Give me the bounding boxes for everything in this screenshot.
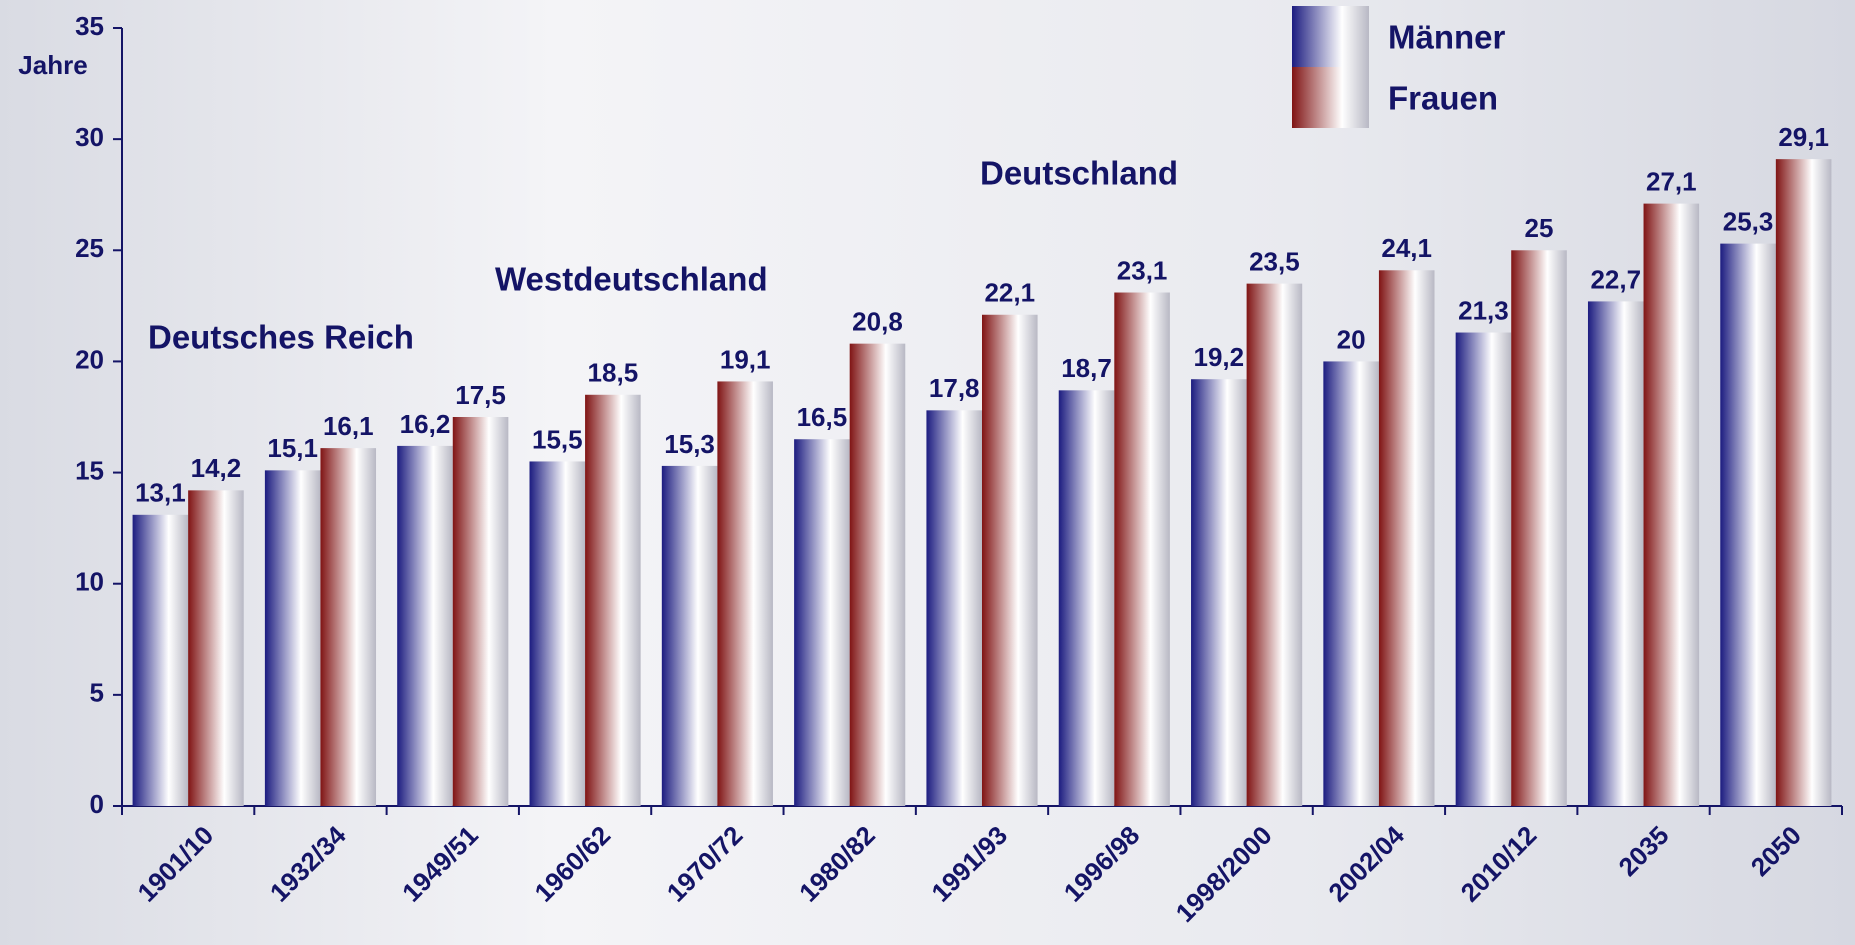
bar — [1114, 292, 1170, 806]
bar — [661, 465, 718, 806]
y-tick-label: 25 — [75, 233, 104, 263]
data-label: 17,5 — [455, 380, 506, 410]
annotation: Deutsches Reich — [148, 319, 414, 356]
bar — [529, 461, 586, 806]
data-label: 19,1 — [720, 344, 771, 374]
y-tick-label: 10 — [75, 567, 104, 597]
data-label: 13,1 — [135, 478, 186, 508]
data-label: 18,7 — [1061, 353, 1112, 383]
annotation: Deutschland — [980, 155, 1178, 192]
x-tick-label: 1901/10 — [132, 820, 220, 908]
x-tick-label: 1970/72 — [661, 820, 749, 908]
x-tick-label: 1949/51 — [396, 820, 484, 908]
x-tick-label: 2010/12 — [1455, 820, 1543, 908]
bar — [188, 490, 244, 806]
data-label: 15,3 — [664, 429, 715, 459]
x-tick-label: 2035 — [1613, 820, 1675, 882]
legend-swatch — [1292, 67, 1369, 128]
bar — [1587, 301, 1644, 806]
data-label: 23,1 — [1117, 255, 1168, 285]
x-tick-label: 2002/04 — [1322, 820, 1410, 908]
data-label: 24,1 — [1381, 233, 1432, 263]
data-label: 23,5 — [1249, 247, 1300, 277]
bar — [1323, 361, 1379, 806]
legend-swatch — [1292, 6, 1369, 67]
bar — [452, 417, 509, 806]
annotation: Westdeutschland — [495, 261, 768, 298]
x-tick-label: 1998/2000 — [1170, 820, 1278, 928]
y-tick-label: 0 — [90, 789, 104, 819]
bar — [320, 448, 377, 806]
y-tick-label: 20 — [75, 344, 104, 374]
data-label: 21,3 — [1458, 295, 1509, 325]
data-label: 15,1 — [267, 433, 318, 463]
y-tick-label: 15 — [75, 455, 104, 485]
bar — [1720, 243, 1776, 807]
bar — [1511, 250, 1567, 807]
bar — [926, 410, 982, 806]
x-tick-label: 1991/93 — [925, 820, 1013, 908]
data-label: 16,1 — [323, 411, 374, 441]
bar — [794, 439, 850, 806]
y-axis-label: Jahre — [18, 50, 87, 80]
data-label: 25 — [1525, 213, 1554, 243]
data-label: 15,5 — [532, 424, 583, 454]
data-label: 17,8 — [929, 373, 980, 403]
bar — [982, 314, 1038, 806]
data-label: 16,2 — [400, 409, 451, 439]
legend-label: Männer — [1388, 19, 1506, 56]
bar — [132, 514, 189, 806]
bar — [264, 470, 321, 806]
bar — [849, 343, 906, 806]
y-tick-label: 30 — [75, 122, 104, 152]
bar — [717, 381, 773, 806]
x-tick-label: 1980/82 — [793, 820, 881, 908]
x-tick-label: 1996/98 — [1058, 820, 1146, 908]
bar — [1246, 283, 1303, 807]
data-label: 20,8 — [852, 307, 903, 337]
x-tick-label: 2050 — [1745, 820, 1807, 882]
data-label: 25,3 — [1723, 206, 1774, 236]
y-tick-label: 35 — [75, 11, 104, 41]
bar — [1058, 390, 1115, 806]
x-tick-label: 1960/62 — [529, 820, 617, 908]
data-label: 29,1 — [1778, 122, 1829, 152]
data-label: 20 — [1337, 324, 1366, 354]
data-label: 14,2 — [191, 453, 242, 483]
data-label: 16,5 — [797, 402, 848, 432]
x-tick-label: 1932/34 — [264, 820, 352, 908]
data-label: 22,1 — [984, 278, 1035, 308]
legend-label: Frauen — [1388, 80, 1498, 117]
y-tick-label: 5 — [90, 678, 104, 708]
bar — [1643, 203, 1700, 806]
bar — [1775, 159, 1832, 807]
data-label: 19,2 — [1194, 342, 1245, 372]
data-label: 22,7 — [1590, 264, 1641, 294]
data-label: 18,5 — [588, 358, 639, 388]
bar — [397, 445, 453, 806]
bar — [1455, 332, 1512, 806]
bar — [1191, 379, 1247, 806]
bar — [1378, 270, 1435, 806]
bar — [585, 394, 641, 806]
data-label: 27,1 — [1646, 166, 1697, 196]
